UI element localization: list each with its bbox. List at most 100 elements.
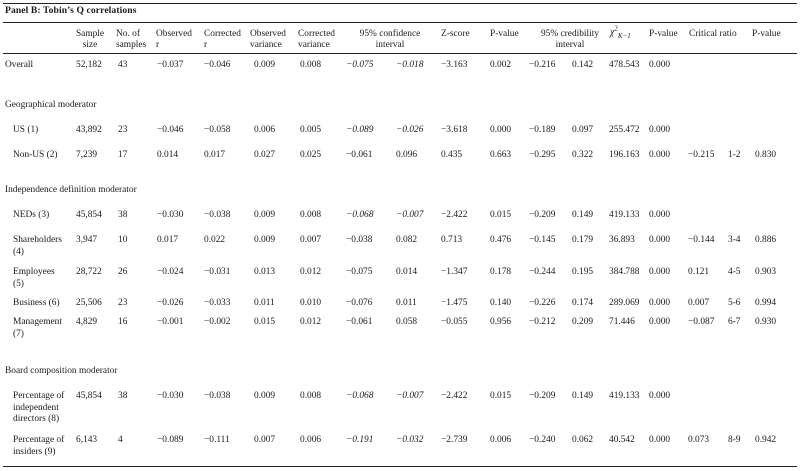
cell-nonus-obs_var: 0.027 xyxy=(254,150,276,160)
cell-overall-p2: 0.000 xyxy=(649,60,671,70)
cell-overall-ci_hi: −0.018 xyxy=(396,60,424,70)
cell-business-cor_var: 0.010 xyxy=(300,298,322,308)
cell-pct_insiders-cor_var: 0.006 xyxy=(300,435,322,445)
cell-business-obs_r: −0.026 xyxy=(157,298,184,308)
cell-nonus-p2: 0.000 xyxy=(649,150,671,160)
cell-employees-crit: 0.121 xyxy=(688,267,710,277)
cell-neds-obs_r: −0.030 xyxy=(157,210,184,220)
cell-us-cor_r: −0.058 xyxy=(204,125,231,135)
cell-overall-obs_var: 0.009 xyxy=(254,60,276,70)
header-top-rule xyxy=(3,22,797,23)
cell-shareholders-obs_r: 0.017 xyxy=(157,235,179,245)
cell-nonus-ci_hi: 0.096 xyxy=(396,150,418,160)
cell-employees-p: 0.178 xyxy=(490,267,512,277)
cell-employees-cr_hi: 0.195 xyxy=(572,267,594,277)
cell-employees-cor_var: 0.012 xyxy=(300,267,322,277)
cell-management-chi: 71.446 xyxy=(609,317,635,327)
cell-nonus-p3: 0.830 xyxy=(755,150,777,160)
cell-overall-k: 43 xyxy=(118,60,128,70)
cell-pct_indep-z: −2.422 xyxy=(441,391,468,401)
cell-overall-z: −3.163 xyxy=(441,60,468,70)
cell-pct_insiders-n: 6,143 xyxy=(76,435,98,445)
header-corrected-variance: Corrected variance xyxy=(298,29,335,50)
cell-management-obs_r: −0.001 xyxy=(157,317,184,327)
cell-shareholders-cr_hi: 0.179 xyxy=(572,235,594,245)
row-label-overall: Overall xyxy=(5,60,34,70)
cell-shareholders-p2: 0.000 xyxy=(649,235,671,245)
header-observed-r: Observed r xyxy=(156,29,192,50)
cell-neds-chi: 419.133 xyxy=(609,210,640,220)
cell-shareholders-crit: −0.144 xyxy=(688,235,715,245)
header-chi-square: χ2K−1 xyxy=(610,24,631,40)
cell-business-pair: 5-6 xyxy=(728,298,741,308)
cell-neds-cr_hi: 0.149 xyxy=(572,210,594,220)
cell-pct_insiders-ci_hi: −0.032 xyxy=(396,435,424,445)
cell-overall-cor_var: 0.008 xyxy=(300,60,322,70)
cell-neds-p2: 0.000 xyxy=(649,210,671,220)
cell-us-chi: 255.472 xyxy=(609,125,640,135)
cell-shareholders-obs_var: 0.009 xyxy=(254,235,276,245)
cell-management-z: −0.055 xyxy=(441,317,468,327)
cell-business-obs_var: 0.011 xyxy=(254,298,275,308)
cell-business-z: −1.475 xyxy=(441,298,468,308)
cell-employees-ci_hi: 0.014 xyxy=(396,267,418,277)
cell-pct_indep-obs_var: 0.009 xyxy=(254,391,276,401)
panel-title: Panel B: Tobin’s Q correlations xyxy=(5,5,137,16)
cell-neds-k: 38 xyxy=(118,210,128,220)
cell-us-k: 23 xyxy=(118,125,128,135)
section-independence: Independence definition moderator xyxy=(5,185,137,195)
section-geographical: Geographical moderator xyxy=(5,100,97,110)
cell-pct_insiders-chi: 40.542 xyxy=(609,435,635,445)
cell-us-p: 0.000 xyxy=(490,125,512,135)
cell-pct_insiders-cr_hi: 0.062 xyxy=(572,435,594,445)
cell-neds-obs_var: 0.009 xyxy=(254,210,276,220)
cell-pct_insiders-pair: 8-9 xyxy=(728,435,741,445)
cell-overall-ci_lo: −0.075 xyxy=(346,60,374,70)
cell-shareholders-ci_hi: 0.082 xyxy=(396,235,418,245)
cell-us-obs_var: 0.006 xyxy=(254,125,276,135)
cell-business-cr_lo: −0.226 xyxy=(529,298,556,308)
cell-pct_indep-ci_lo: −0.068 xyxy=(346,391,374,401)
cell-nonus-pair: 1-2 xyxy=(728,150,741,160)
row-label-business: Business (6) xyxy=(13,298,60,308)
cell-management-cor_r: −0.002 xyxy=(204,317,231,327)
cell-us-ci_hi: −0.026 xyxy=(396,125,424,135)
cell-shareholders-ci_lo: −0.038 xyxy=(346,235,373,245)
cell-pct_indep-p: 0.015 xyxy=(490,391,512,401)
cell-management-cr_lo: −0.212 xyxy=(529,317,556,327)
cell-us-cr_hi: 0.097 xyxy=(572,125,594,135)
cell-nonus-p: 0.663 xyxy=(490,150,512,160)
cell-pct_insiders-obs_r: −0.089 xyxy=(157,435,184,445)
cell-us-cor_var: 0.005 xyxy=(300,125,322,135)
cell-overall-chi: 478.543 xyxy=(609,60,640,70)
cell-employees-pair: 4-5 xyxy=(728,267,741,277)
cell-overall-cr_hi: 0.142 xyxy=(572,60,594,70)
cell-pct_insiders-k: 4 xyxy=(118,435,123,445)
cell-neds-cor_r: −0.038 xyxy=(204,210,231,220)
cell-employees-cr_lo: −0.244 xyxy=(529,267,556,277)
cell-pct_indep-p2: 0.000 xyxy=(649,391,671,401)
cell-nonus-crit: −0.215 xyxy=(688,150,715,160)
cell-management-p2: 0.000 xyxy=(649,317,671,327)
cell-employees-n: 28,722 xyxy=(76,267,102,277)
cell-shareholders-chi: 36.893 xyxy=(609,235,635,245)
cell-shareholders-p3: 0.886 xyxy=(755,235,777,245)
header-credibility-interval: 95% credibility interval xyxy=(540,29,600,50)
cell-business-cor_r: −0.033 xyxy=(204,298,231,308)
cell-pct_insiders-cr_lo: −0.240 xyxy=(529,435,556,445)
cell-nonus-cor_r: 0.017 xyxy=(204,150,226,160)
cell-management-obs_var: 0.015 xyxy=(254,317,276,327)
cell-pct_insiders-z: −2.739 xyxy=(441,435,468,445)
cell-pct_indep-ci_hi: −0.007 xyxy=(396,391,424,401)
cell-us-ci_lo: −0.089 xyxy=(346,125,374,135)
cell-neds-ci_hi: −0.007 xyxy=(396,210,424,220)
cell-shareholders-cr_lo: −0.145 xyxy=(529,235,556,245)
cell-nonus-cor_var: 0.025 xyxy=(300,150,322,160)
cell-pct_insiders-p: 0.006 xyxy=(490,435,512,445)
cell-pct_insiders-p3: 0.942 xyxy=(755,435,777,445)
cell-pct_indep-cor_r: −0.038 xyxy=(204,391,231,401)
header-critical-ratio: Critical ratio xyxy=(689,29,737,39)
row-label-shareholders: Shareholders (4) xyxy=(13,235,62,257)
cell-pct_insiders-crit: 0.073 xyxy=(688,435,710,445)
cell-us-n: 43,892 xyxy=(76,125,102,135)
